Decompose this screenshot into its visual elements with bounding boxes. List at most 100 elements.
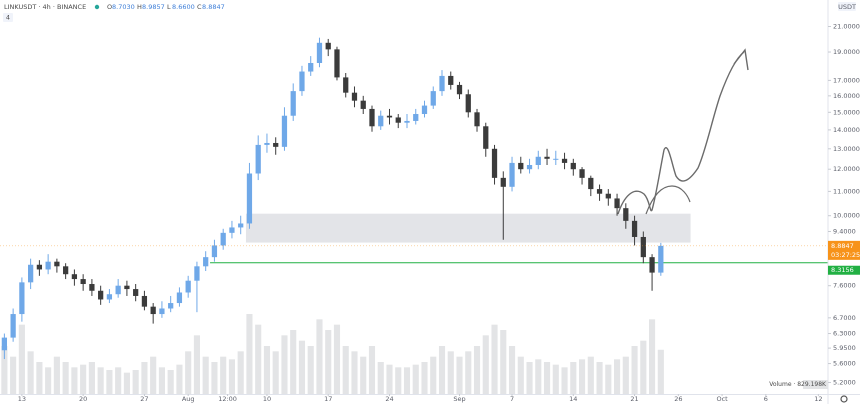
volume-label-box: [803, 380, 828, 389]
ohlc-value: 8.9857: [142, 3, 165, 11]
volume-bar: [272, 351, 279, 394]
arrow-head: [733, 48, 749, 71]
candle-body: [588, 177, 594, 190]
level-label: 8.3156: [831, 266, 854, 274]
plot-area: [0, 37, 828, 394]
volume-bar: [631, 346, 638, 394]
volume-bar: [649, 319, 656, 394]
indicator-count[interactable]: 4: [6, 14, 10, 22]
volume-bar: [368, 346, 376, 394]
volume-bar: [447, 351, 454, 394]
candle-body: [544, 156, 550, 159]
candle-body: [273, 142, 279, 147]
candle-body: [19, 282, 25, 315]
candle-body: [106, 294, 113, 300]
ohlc-value: 8.7030: [112, 3, 135, 11]
candle-body: [526, 164, 533, 170]
candle-body: [229, 227, 235, 233]
volume-bar: [500, 330, 507, 394]
x-tick-label: 10: [263, 395, 271, 403]
volume-bar: [360, 356, 367, 394]
market-status: [94, 4, 100, 10]
y-tick-label: 19.0000: [833, 48, 860, 56]
volume-bar: [115, 367, 122, 394]
candle-body: [430, 91, 436, 106]
volume-bar: [185, 351, 192, 394]
symbol: LINKUSDT · 4h · BINANCE: [4, 3, 86, 11]
candle-body: [141, 295, 148, 307]
settings-icon[interactable]: [840, 395, 848, 403]
y-tick-label: 14.0000: [833, 126, 860, 134]
volume-bar: [150, 356, 157, 394]
volume-bar: [552, 364, 559, 394]
volume-bar: [1, 346, 8, 394]
volume-bar: [605, 364, 612, 394]
candle-body: [596, 189, 603, 194]
volume-bar: [543, 362, 551, 394]
volume-bar: [220, 356, 227, 394]
candle-body: [264, 142, 270, 145]
volume-bar: [526, 362, 533, 394]
candle-body: [63, 266, 69, 275]
candle-body: [561, 158, 568, 163]
volume-bar: [456, 356, 463, 394]
candle-body: [80, 279, 86, 285]
indicator-toggle[interactable]: [3, 13, 13, 22]
volume-bar: [141, 362, 148, 394]
ohlc-value: 8.6600: [172, 3, 195, 11]
currency-box: [838, 2, 856, 11]
last-price-box: [828, 240, 860, 260]
volume-bar: [325, 330, 332, 394]
volume-bar: [395, 367, 402, 394]
volume-bar: [403, 367, 411, 394]
volume-bar: [386, 364, 393, 394]
candle-body: [176, 292, 183, 304]
candle-body: [89, 284, 95, 291]
x-tick-label: 14: [569, 395, 577, 403]
candle-body: [404, 120, 410, 123]
candle-body: [203, 257, 209, 267]
candle-body: [168, 303, 174, 309]
candle-body: [281, 115, 288, 147]
x-tick-label: 7: [510, 395, 514, 403]
volume-bar: [342, 346, 349, 394]
y-tick-label: 5.9500: [833, 344, 856, 352]
volume-bar: [412, 364, 419, 394]
candle-body: [1, 337, 8, 351]
volume-bar: [465, 351, 472, 394]
volume-bar: [106, 370, 113, 394]
candle-body: [159, 308, 165, 315]
y-tick-label: 13.0000: [833, 145, 860, 153]
ohlc-key: H: [137, 3, 142, 11]
volume-bar: [421, 362, 428, 394]
candle-body: [255, 144, 261, 174]
volume-bar: [561, 367, 568, 394]
candle-body: [316, 42, 323, 63]
ohlc-key: L: [167, 3, 171, 11]
volume-bar: [123, 372, 130, 394]
volume-bar: [473, 346, 481, 394]
candle-body: [220, 232, 226, 246]
candle-body: [421, 105, 428, 115]
candle-body: [649, 257, 655, 273]
candle-body: [246, 173, 253, 224]
countdown: 03:27:25: [831, 251, 860, 259]
zone: [245, 213, 691, 243]
candle-body: [395, 117, 401, 123]
x-tick-label: Oct: [716, 395, 728, 403]
x-tick-label: 21: [630, 395, 638, 403]
candle-body: [115, 285, 121, 295]
candle-body: [631, 220, 638, 237]
candle-body: [343, 77, 349, 93]
hand-drawn-forecast: [645, 185, 691, 215]
candle-body: [133, 289, 139, 296]
candle-body: [386, 115, 393, 118]
candle-body: [500, 177, 506, 187]
volume-bar: [535, 359, 542, 394]
candle-body: [378, 115, 384, 127]
candle-body: [45, 261, 51, 270]
volume-bar: [570, 362, 577, 394]
currency: USDT: [838, 3, 856, 11]
